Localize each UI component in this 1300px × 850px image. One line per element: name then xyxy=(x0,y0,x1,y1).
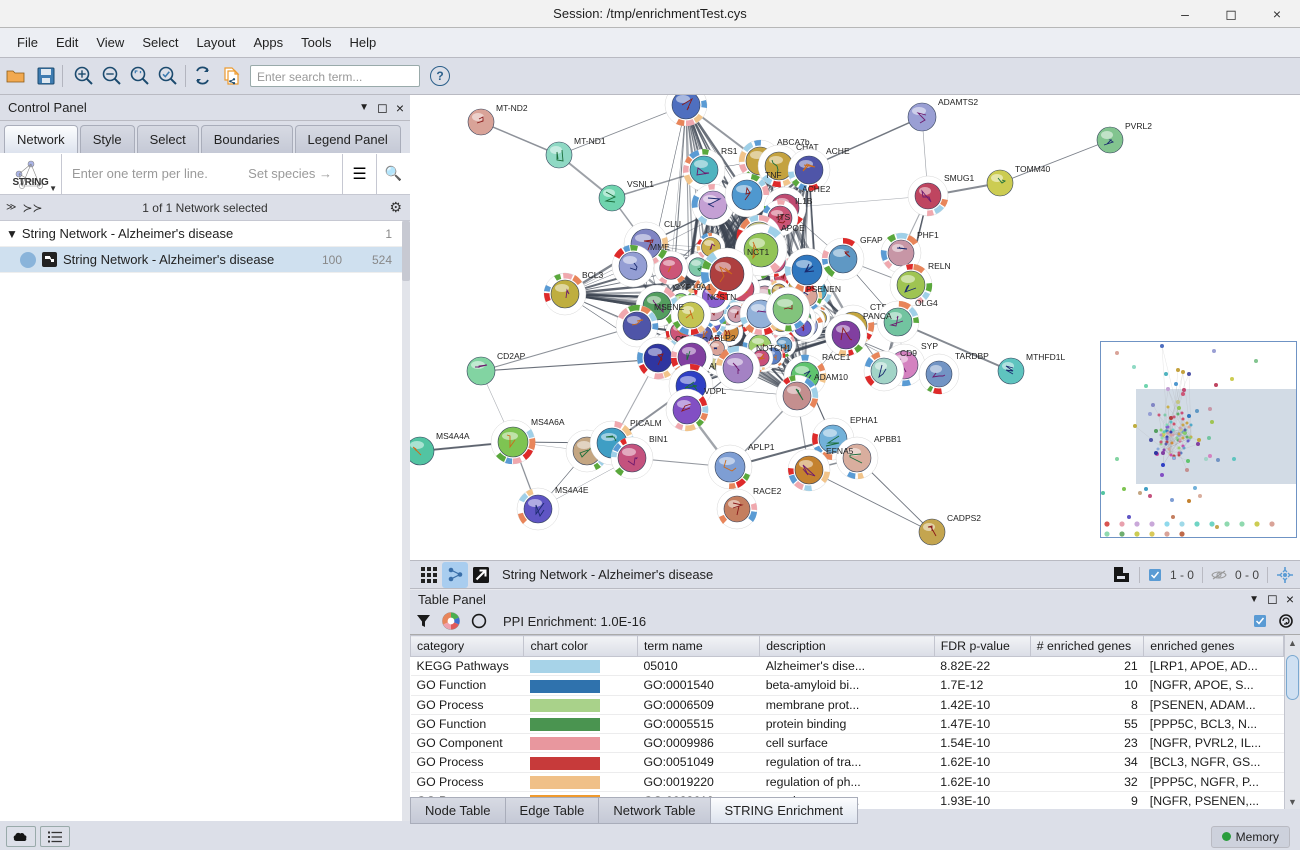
svg-text:NCSTN: NCSTN xyxy=(707,292,736,302)
svg-text:ACHE: ACHE xyxy=(826,146,850,156)
svg-text:BIN1: BIN1 xyxy=(649,434,668,444)
svg-text:RACE1: RACE1 xyxy=(822,352,851,362)
svg-text:PSENEN: PSENEN xyxy=(806,284,841,294)
svg-text:VSNL1: VSNL1 xyxy=(627,179,654,189)
svg-text:ADAM10: ADAM10 xyxy=(814,372,848,382)
svg-text:NOTCH1: NOTCH1 xyxy=(756,343,791,353)
svg-text:PICALM: PICALM xyxy=(630,418,662,428)
svg-text:CLU: CLU xyxy=(664,219,681,229)
svg-text:MT-ND1: MT-ND1 xyxy=(574,136,606,146)
svg-text:EFNA5: EFNA5 xyxy=(826,446,854,456)
svg-text:CYP19A1: CYP19A1 xyxy=(674,282,712,292)
svg-text:MT-ND2: MT-ND2 xyxy=(496,103,528,113)
svg-text:MS4A6A: MS4A6A xyxy=(531,417,565,427)
svg-text:PVRL2: PVRL2 xyxy=(1125,121,1152,131)
svg-text:OLG4: OLG4 xyxy=(915,298,938,308)
svg-text:PHF1: PHF1 xyxy=(917,230,939,240)
svg-text:RS1: RS1 xyxy=(721,146,738,156)
svg-text:TNF: TNF xyxy=(765,170,782,180)
svg-text:MTHFD1L: MTHFD1L xyxy=(1026,352,1065,362)
svg-text:CADPS2: CADPS2 xyxy=(947,513,981,523)
svg-text:RELN: RELN xyxy=(928,261,951,271)
svg-text:ADAMTS2: ADAMTS2 xyxy=(938,97,978,107)
svg-text:SMUG1: SMUG1 xyxy=(944,173,975,183)
svg-text:CD2AP: CD2AP xyxy=(497,351,526,361)
svg-text:GFAP: GFAP xyxy=(860,235,883,245)
svg-text:MSENE: MSENE xyxy=(654,302,685,312)
svg-text:MME: MME xyxy=(650,242,670,252)
svg-text:TOMM40: TOMM40 xyxy=(1015,164,1051,174)
svg-text:APLP1: APLP1 xyxy=(748,442,775,452)
svg-text:RACE2: RACE2 xyxy=(753,486,782,496)
svg-text:ITS: ITS xyxy=(777,212,791,222)
svg-text:CD9: CD9 xyxy=(900,348,917,358)
svg-text:NCT1: NCT1 xyxy=(747,247,769,257)
svg-text:BCL3: BCL3 xyxy=(582,270,604,280)
svg-text:ACHE2: ACHE2 xyxy=(802,184,831,194)
svg-text:MS4A4A: MS4A4A xyxy=(436,431,470,441)
svg-text:PANCA: PANCA xyxy=(863,311,892,321)
svg-text:APOE: APOE xyxy=(781,223,805,233)
svg-text:MS4A4E: MS4A4E xyxy=(555,485,589,495)
svg-text:APBB1: APBB1 xyxy=(874,434,902,444)
svg-text:SYP: SYP xyxy=(921,341,938,351)
svg-text:TARDBP: TARDBP xyxy=(955,351,989,361)
svg-text:VDPL: VDPL xyxy=(704,386,726,396)
svg-text:IL1B: IL1B xyxy=(795,196,813,206)
svg-text:EPHA1: EPHA1 xyxy=(850,415,878,425)
svg-text:ABLP2: ABLP2 xyxy=(709,333,736,343)
